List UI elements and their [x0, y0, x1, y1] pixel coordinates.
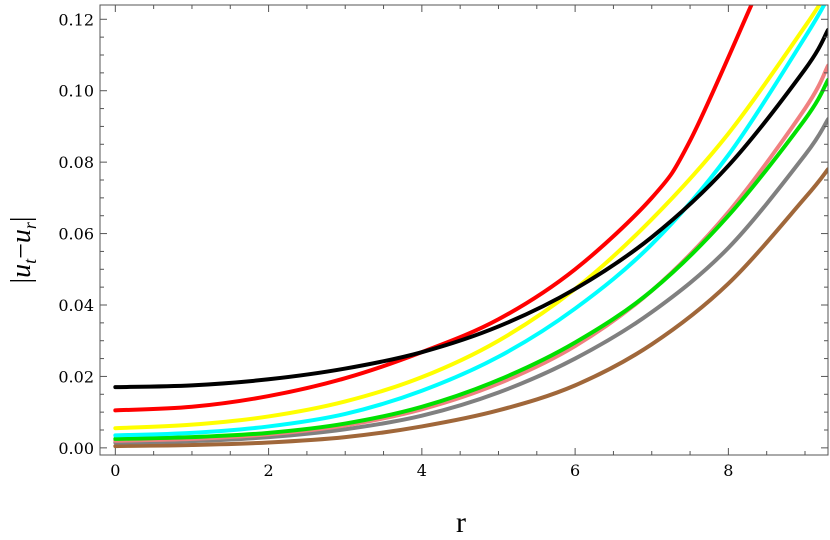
x-tick-label: 8: [723, 461, 733, 480]
series-layer: [113, 5, 828, 449]
y-label-bar-left: |: [6, 278, 37, 284]
y-tick-label: 0.06: [58, 225, 94, 244]
y-tick-label: 0.10: [58, 82, 94, 101]
x-axis: 0 2 4 6 8: [110, 5, 806, 480]
series-line-2: [113, 117, 828, 445]
y-tick-label: 0.12: [58, 10, 94, 29]
svg-text:|ut−ur|: |ut−ur|: [6, 216, 40, 283]
y-label-u2: u: [6, 229, 37, 243]
series-line-6: [113, 5, 822, 431]
series-line-5: [113, 5, 827, 438]
y-label-bar-right: |: [6, 216, 37, 222]
y-tick-label: 0.00: [58, 439, 94, 458]
plot-frame: [99, 4, 829, 456]
x-tick-label: 4: [417, 461, 427, 480]
y-axis: 0.00 0.02 0.04 0.06 0.08 0.10 0.12: [58, 10, 828, 458]
y-label-minus: −: [6, 243, 37, 259]
y-axis-label: |ut−ur|: [6, 216, 40, 283]
series-line-8: [113, 28, 828, 390]
x-axis-label: r: [456, 506, 466, 539]
y-tick-label: 0.04: [58, 296, 94, 315]
y-tick-label: 0.02: [58, 367, 94, 386]
y-label-u1: u: [6, 264, 37, 278]
x-tick-label: 2: [263, 461, 273, 480]
y-tick-label: 0.08: [58, 153, 94, 172]
x-tick-label: 6: [570, 461, 580, 480]
series-line-4: [113, 78, 828, 441]
series-line-7: [113, 5, 754, 413]
x-tick-label: 0: [110, 461, 120, 480]
y-label-sub-t: t: [20, 258, 40, 264]
y-label-sub-r: r: [20, 221, 40, 229]
series-line-1: [113, 167, 828, 449]
